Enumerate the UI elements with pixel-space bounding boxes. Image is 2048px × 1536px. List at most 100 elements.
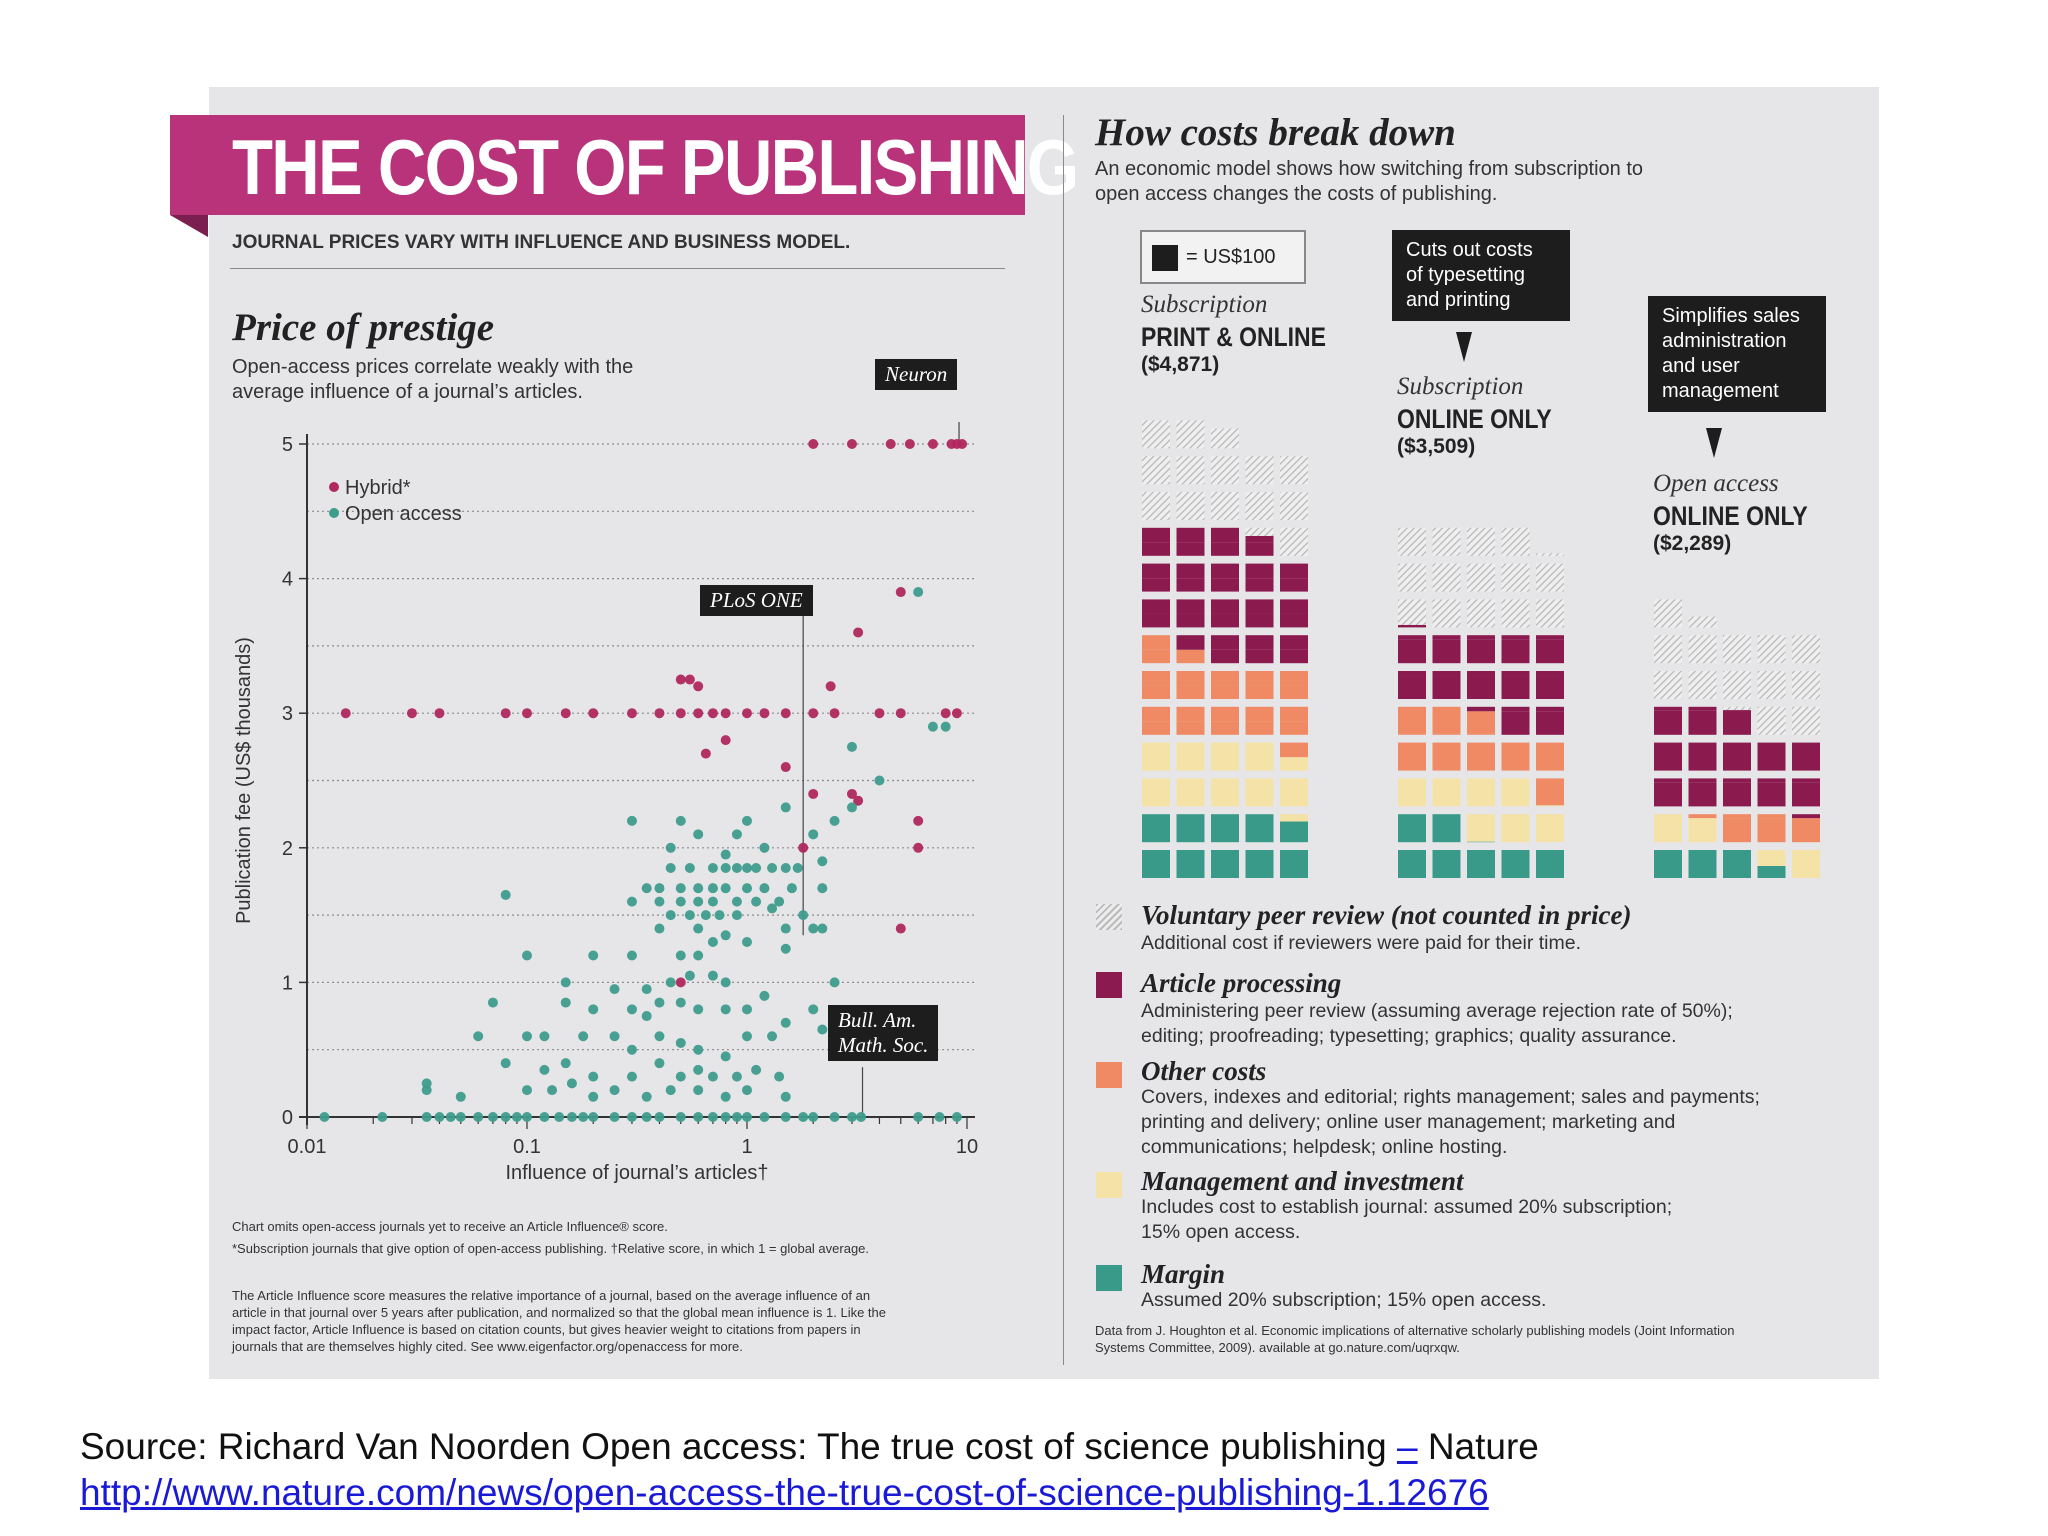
waffle-cell-article-processing bbox=[1654, 746, 1682, 771]
waffle-cell-management-and-investment bbox=[1792, 850, 1820, 866]
waffle-cell-voluntary-peer-review-not-counted-in-price bbox=[1211, 464, 1239, 485]
waffle-cell-voluntary-peer-review-not-counted-in-price bbox=[1142, 464, 1170, 485]
waffle-cell-article-processing bbox=[1723, 746, 1751, 771]
waffle-cell-management-and-investment bbox=[1245, 785, 1274, 807]
waffle-cell-article-processing bbox=[1792, 814, 1820, 819]
waffle-cell-voluntary-peer-review-not-counted-in-price bbox=[1245, 500, 1274, 520]
legend-swatch-other-costs bbox=[1096, 1062, 1122, 1088]
waffle-cell-article-processing bbox=[1501, 711, 1530, 735]
waffle-cell-margin bbox=[1142, 850, 1170, 878]
waffle-cell-management-and-investment bbox=[1280, 785, 1308, 807]
hybrid-point bbox=[808, 788, 819, 799]
hybrid-point bbox=[951, 708, 962, 719]
col1-type: Subscription bbox=[1141, 291, 1268, 318]
waffle-cell-management-and-investment bbox=[1280, 757, 1308, 771]
waffle-cell-other-costs bbox=[1432, 706, 1461, 734]
y-tick-label: 5 bbox=[282, 434, 293, 456]
annotation-bull-am-math-soc: Bull. Am. Math. Soc. bbox=[828, 1005, 939, 1061]
open-access-point bbox=[720, 930, 731, 941]
waffle-cell-voluntary-peer-review-not-counted-in-price bbox=[1211, 428, 1239, 449]
waffle-cell-management-and-investment bbox=[1398, 805, 1426, 807]
waffle-cell-other-costs bbox=[1142, 706, 1170, 722]
open-access-point bbox=[609, 1085, 620, 1096]
waffle-cell-article-processing bbox=[1398, 635, 1426, 640]
hybrid-point bbox=[700, 748, 711, 759]
y-tick-label: 1 bbox=[282, 972, 293, 994]
waffle-cell-article-processing bbox=[1536, 706, 1564, 712]
waffle-cell-voluntary-peer-review-not-counted-in-price bbox=[1176, 500, 1205, 520]
open-access-point bbox=[539, 1031, 550, 1042]
open-access-point bbox=[780, 943, 791, 954]
waffle-cell-voluntary-peer-review-not-counted-in-price bbox=[1723, 671, 1751, 675]
open-access-point bbox=[588, 1091, 599, 1102]
waffle-cell-article-processing bbox=[1245, 649, 1274, 664]
waffle-cell-other-costs bbox=[1536, 778, 1564, 806]
waffle-cell-article-processing bbox=[1176, 635, 1205, 650]
waffle-cell-article-processing bbox=[1211, 563, 1239, 579]
waffle-cell-article-processing bbox=[1467, 671, 1495, 676]
hybrid-point bbox=[522, 708, 532, 719]
waffle-cell-margin bbox=[1176, 850, 1205, 878]
open-access-point bbox=[731, 862, 742, 873]
legend-management-line1: Includes cost to establish journal: assu… bbox=[1141, 1196, 1673, 1218]
open-access-point bbox=[588, 1112, 599, 1122]
hybrid-point bbox=[895, 923, 906, 934]
waffle-cell-other-costs bbox=[1723, 814, 1751, 819]
legend-swatch-margin bbox=[1096, 1265, 1122, 1291]
open-access-point bbox=[720, 862, 731, 873]
open-access-point bbox=[731, 910, 742, 921]
open-access-point bbox=[759, 1112, 770, 1122]
waffle-cell-voluntary-peer-review-not-counted-in-price bbox=[1432, 589, 1461, 592]
open-access-point bbox=[808, 1112, 819, 1122]
hybrid-point bbox=[780, 708, 791, 719]
open-access-point bbox=[913, 587, 924, 598]
waffle-cell-voluntary-peer-review-not-counted-in-price bbox=[1536, 553, 1564, 556]
open-access-point bbox=[720, 1091, 731, 1102]
waffle-cell-article-processing bbox=[1467, 635, 1495, 640]
open-access-point bbox=[742, 1112, 752, 1122]
open-access-point bbox=[780, 923, 791, 934]
waffle-cell-other-costs bbox=[1688, 814, 1717, 819]
waffle-cell-voluntary-peer-review-not-counted-in-price bbox=[1501, 599, 1530, 625]
callout-sales-pointer bbox=[1706, 428, 1722, 458]
waffle-cell-article-processing bbox=[1211, 599, 1239, 614]
column-divider bbox=[1063, 115, 1064, 1365]
hybrid-point bbox=[829, 708, 840, 719]
waffle-cell-other-costs bbox=[1211, 671, 1239, 686]
open-access-point bbox=[665, 842, 676, 853]
open-access-point bbox=[767, 862, 778, 873]
source-dash-link[interactable]: – bbox=[1396, 1426, 1418, 1467]
waffle-cell-article-processing bbox=[1142, 599, 1170, 614]
legend-desc-margin: Assumed 20% subscription; 15% open acces… bbox=[1141, 1288, 1546, 1313]
waffle-cell-voluntary-peer-review-not-counted-in-price bbox=[1501, 589, 1530, 592]
waffle-cell-article-processing bbox=[1501, 706, 1530, 712]
waffle-cell-management-and-investment bbox=[1245, 749, 1274, 771]
waffle-cell-margin bbox=[1398, 850, 1426, 878]
open-access-point bbox=[792, 862, 803, 873]
hybrid-point bbox=[825, 681, 836, 692]
waffle-chart bbox=[1142, 420, 1820, 878]
waffle-cell-voluntary-peer-review-not-counted-in-price bbox=[1654, 602, 1682, 628]
open-access-point bbox=[774, 1071, 785, 1082]
open-access-point bbox=[780, 1112, 791, 1122]
waffle-cell-article-processing bbox=[1467, 706, 1495, 712]
open-access-point bbox=[500, 1112, 511, 1122]
open-access-point bbox=[539, 1112, 550, 1122]
open-access-point bbox=[829, 1112, 840, 1122]
waffle-cell-article-processing bbox=[1211, 578, 1239, 592]
hybrid-point bbox=[895, 587, 906, 598]
waffle-cell-voluntary-peer-review-not-counted-in-price bbox=[1280, 492, 1308, 501]
waffle-cell-article-processing bbox=[1398, 675, 1426, 699]
waffle-cell-other-costs bbox=[1280, 706, 1308, 722]
waffle-cell-other-costs bbox=[1245, 685, 1274, 699]
source-url-link[interactable]: http://www.nature.com/news/open-access-t… bbox=[80, 1472, 1489, 1513]
waffle-cell-article-processing bbox=[1398, 624, 1426, 628]
open-access-point bbox=[874, 775, 885, 786]
open-access-point bbox=[522, 950, 532, 961]
waffle-cell-margin bbox=[1280, 850, 1308, 878]
open-access-point bbox=[522, 1031, 532, 1042]
open-access-point bbox=[626, 1071, 637, 1082]
open-access-point bbox=[654, 997, 665, 1008]
waffle-cell-article-processing bbox=[1536, 711, 1564, 735]
note-3a: The Article Influence score measures the… bbox=[232, 1288, 871, 1303]
